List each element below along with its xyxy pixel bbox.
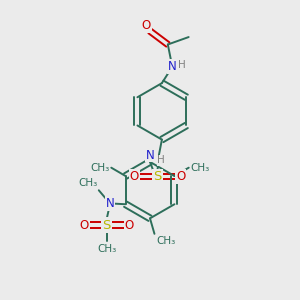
Text: CH₃: CH₃ [156, 236, 175, 246]
Text: S: S [153, 170, 162, 183]
Text: S: S [102, 218, 111, 232]
Text: CH₃: CH₃ [97, 244, 116, 254]
Text: O: O [176, 170, 185, 183]
Text: N: N [106, 197, 115, 210]
Text: O: O [124, 218, 134, 232]
Text: CH₃: CH₃ [78, 178, 97, 188]
Text: H: H [178, 60, 186, 70]
Text: O: O [79, 218, 88, 232]
Text: O: O [130, 170, 139, 183]
Text: CH₃: CH₃ [91, 163, 110, 173]
Text: N: N [168, 60, 177, 73]
Text: O: O [142, 19, 151, 32]
Text: N: N [146, 148, 155, 162]
Text: CH₃: CH₃ [190, 163, 209, 173]
Text: H: H [158, 155, 165, 165]
